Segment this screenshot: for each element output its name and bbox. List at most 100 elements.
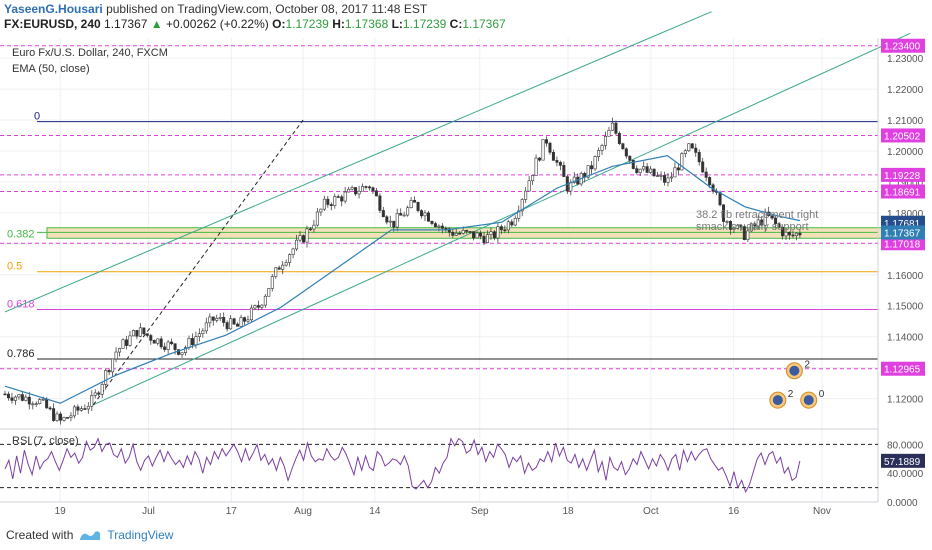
candle-body	[173, 343, 177, 350]
candle-body	[451, 231, 455, 236]
candle-body	[274, 267, 278, 277]
candle-body	[770, 215, 774, 219]
candle-body	[798, 232, 802, 236]
candle-body	[79, 408, 83, 411]
annotation-text: smack on daily support	[696, 221, 809, 233]
candle-body	[76, 406, 80, 411]
candle-body	[291, 248, 295, 255]
rsi-pane	[0, 430, 878, 502]
candle-body	[503, 229, 507, 232]
channel-line	[4, 11, 712, 313]
time-tick-label: Jul	[142, 506, 155, 517]
candle-body	[624, 148, 628, 157]
candle-body	[350, 187, 354, 190]
candle-body	[93, 392, 97, 396]
tradingview-brand-link[interactable]: TradingView	[107, 528, 174, 542]
candle-body	[458, 232, 462, 235]
candle-body	[284, 262, 288, 266]
candle-body	[65, 417, 69, 419]
candle-body	[104, 370, 108, 385]
candle-body	[267, 288, 271, 297]
candle-body	[645, 166, 649, 173]
candle-body	[475, 232, 479, 239]
candle-body	[20, 394, 24, 401]
candle-body	[364, 186, 368, 188]
rsi-value-tag	[881, 453, 925, 468]
candle-body	[635, 168, 639, 173]
candle-body	[423, 212, 427, 217]
candle-body	[628, 155, 632, 161]
candle-body	[249, 307, 253, 321]
ema-value-tag-text: 1.17681	[884, 219, 921, 230]
symbol-label: FX:EURUSD, 240	[4, 17, 101, 31]
candle-body	[600, 145, 604, 151]
candle-body	[378, 195, 382, 211]
candle-body	[454, 232, 458, 236]
candle-body	[593, 156, 597, 170]
candle-body	[753, 223, 757, 227]
candle-body	[461, 230, 465, 234]
rsi-title: RSI (7, close)	[12, 435, 79, 447]
rsi-tick-label: 0.0000	[887, 498, 918, 509]
candle-body	[586, 165, 590, 178]
price-tick-label: 1.18000	[887, 209, 924, 220]
candle-body	[617, 133, 621, 144]
ema-indicator-label: EMA (50, close)	[12, 63, 90, 75]
candle-body	[24, 396, 28, 401]
price-tick-label: 1.12000	[887, 395, 924, 406]
candle-body	[697, 152, 701, 163]
candle-body	[527, 180, 531, 192]
footer: Created with TradingView	[6, 528, 173, 542]
event-flag-icon	[789, 365, 800, 376]
price-tick-label: 1.23000	[887, 54, 924, 65]
candle-body	[760, 219, 764, 226]
candle-body	[45, 398, 49, 409]
ohlc-line: FX:EURUSD, 240 1.17367 ▲ +0.00262 (+0.22…	[4, 17, 506, 32]
candle-body	[746, 230, 750, 240]
candle-body	[225, 322, 229, 330]
publish-info: published on TradingView.com, October 08…	[106, 2, 428, 16]
time-tick-label: Sep	[471, 506, 489, 517]
candle-body	[111, 358, 115, 373]
fib-level-label: 0.786	[7, 348, 35, 360]
candle-body	[329, 204, 333, 206]
candle-body	[152, 340, 156, 344]
tradingview-logo-icon	[80, 531, 101, 540]
candle-body	[319, 208, 323, 213]
candle-body	[572, 176, 576, 183]
candle-body	[34, 403, 38, 405]
candle-body	[354, 187, 358, 195]
economic-event-icon: 0	[800, 389, 825, 409]
time-tick-label: Aug	[294, 506, 312, 517]
rsi-value-tag-text: 57.1889	[884, 457, 921, 468]
price-axis: 1.120001.130001.140001.150001.160001.170…	[877, 38, 925, 502]
candle-body	[680, 153, 684, 171]
candle-body	[725, 221, 729, 223]
candle-body	[416, 201, 420, 211]
author-name[interactable]: YaseenG.Housari	[4, 2, 103, 16]
candle-body	[652, 168, 656, 177]
candle-body	[145, 333, 149, 336]
chart-canvas[interactable]: 0 0.382 0.5 0.618 0.786 Euro Fx/U.S. Dollar, …	[0, 0, 932, 520]
candle-body	[83, 408, 87, 410]
candle-body	[236, 323, 240, 327]
candle-body	[492, 231, 496, 239]
candle-body	[673, 167, 677, 178]
candle-body	[510, 221, 514, 226]
candle-body	[742, 226, 746, 240]
candle-body	[218, 317, 222, 319]
candle-body	[118, 348, 122, 353]
candle-body	[787, 231, 791, 236]
candle-body	[163, 346, 167, 350]
candle-body	[312, 224, 316, 230]
close-value: 1.17367	[462, 17, 506, 31]
candle-body	[690, 143, 694, 149]
candle-body	[308, 228, 312, 231]
price-level-tag-text: 1.20502	[884, 131, 921, 142]
candle-body	[656, 175, 660, 177]
candle-body	[544, 139, 548, 144]
candle-body	[305, 228, 309, 243]
candle-body	[683, 150, 687, 154]
candle-body	[732, 228, 736, 230]
candle-body	[59, 413, 63, 421]
